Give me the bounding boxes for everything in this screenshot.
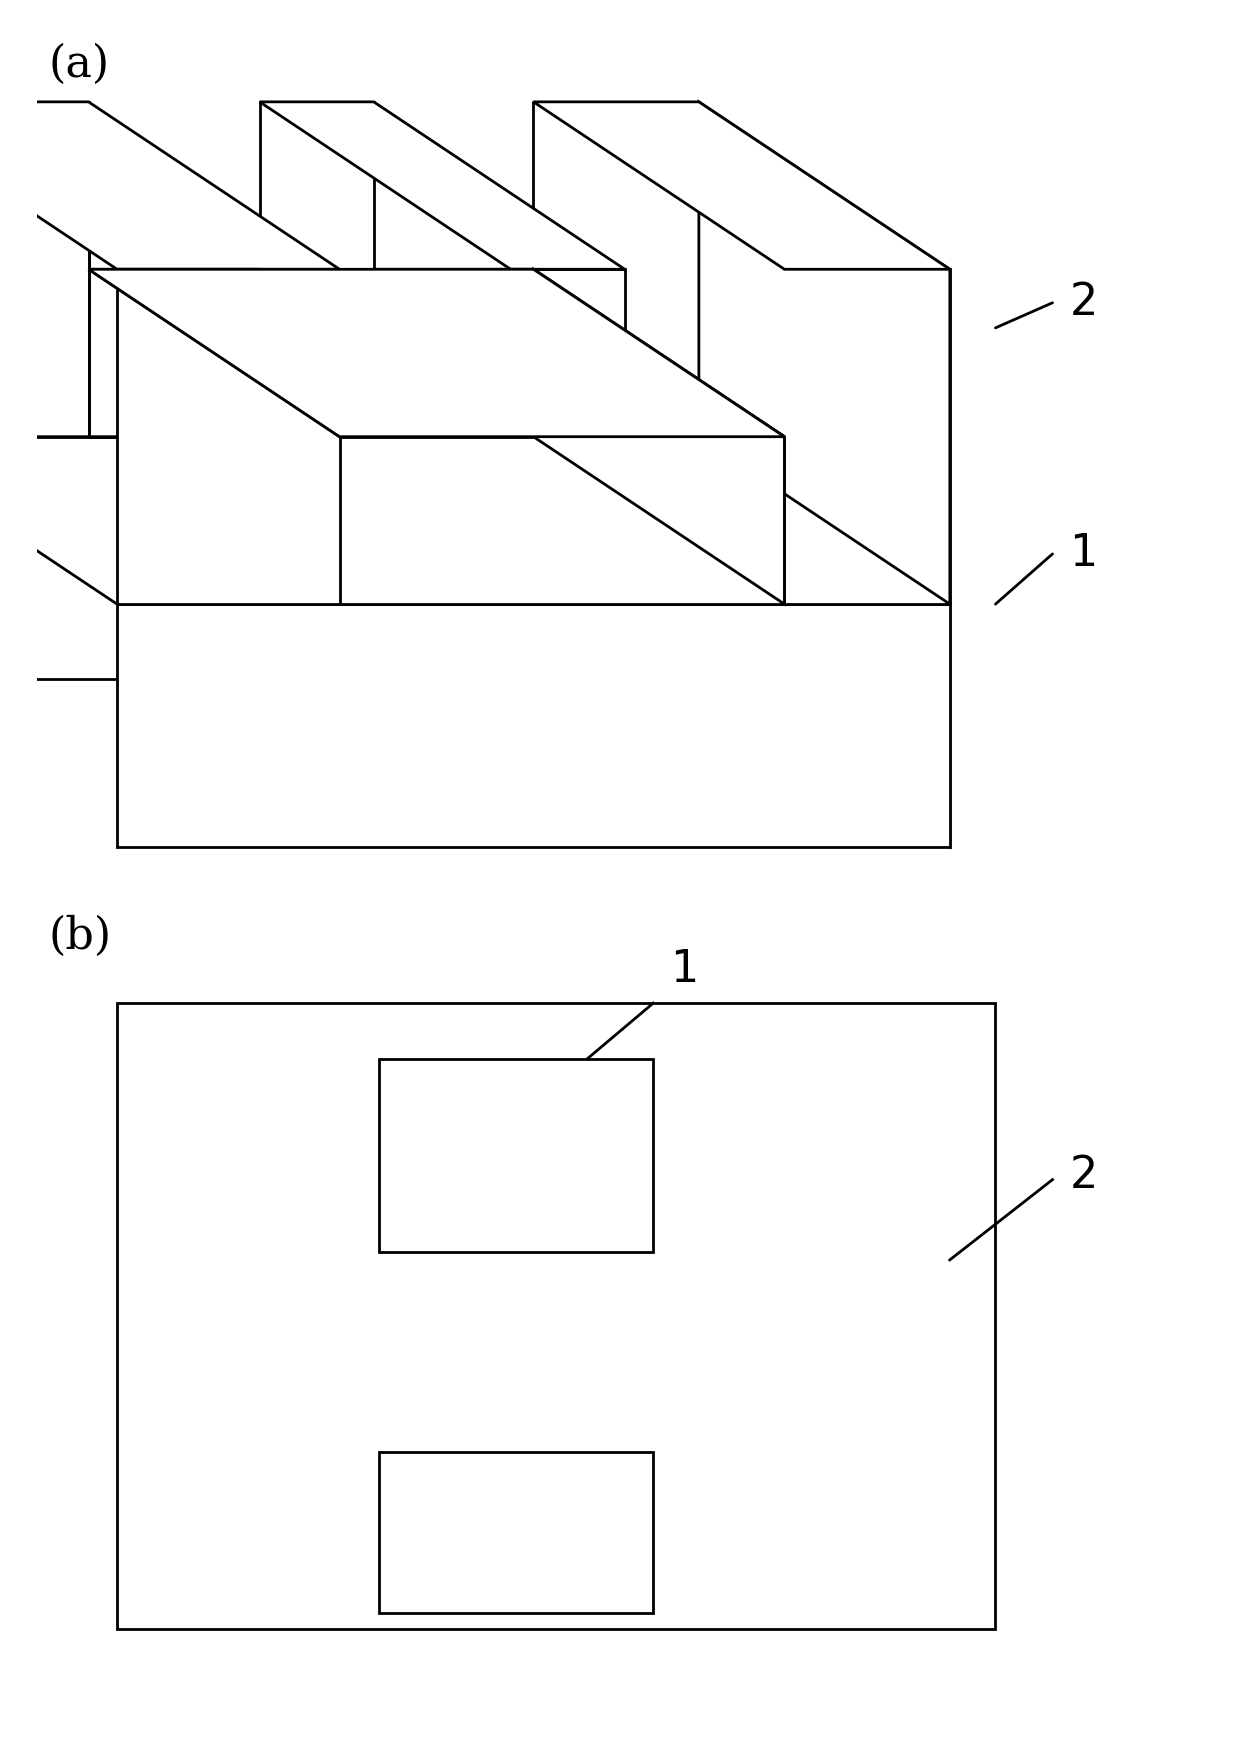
Polygon shape bbox=[0, 436, 950, 603]
Polygon shape bbox=[699, 101, 950, 603]
Text: 1: 1 bbox=[1070, 532, 1097, 576]
Text: 2: 2 bbox=[1070, 281, 1097, 324]
Polygon shape bbox=[117, 269, 950, 603]
Polygon shape bbox=[340, 436, 785, 603]
Polygon shape bbox=[533, 269, 785, 603]
Polygon shape bbox=[0, 101, 340, 269]
Bar bbox=[379, 1059, 653, 1252]
Bar bbox=[117, 1003, 996, 1629]
Text: 2: 2 bbox=[1070, 1155, 1097, 1196]
Polygon shape bbox=[373, 269, 785, 436]
Text: 1: 1 bbox=[671, 949, 698, 991]
Polygon shape bbox=[699, 436, 950, 848]
Polygon shape bbox=[88, 269, 785, 436]
Bar bbox=[379, 1453, 653, 1613]
Polygon shape bbox=[88, 269, 511, 436]
Polygon shape bbox=[259, 101, 625, 269]
Polygon shape bbox=[117, 603, 950, 848]
Polygon shape bbox=[0, 436, 699, 680]
Polygon shape bbox=[0, 101, 88, 436]
Text: (a): (a) bbox=[48, 44, 109, 87]
Text: (b): (b) bbox=[48, 916, 112, 957]
Polygon shape bbox=[533, 101, 950, 269]
